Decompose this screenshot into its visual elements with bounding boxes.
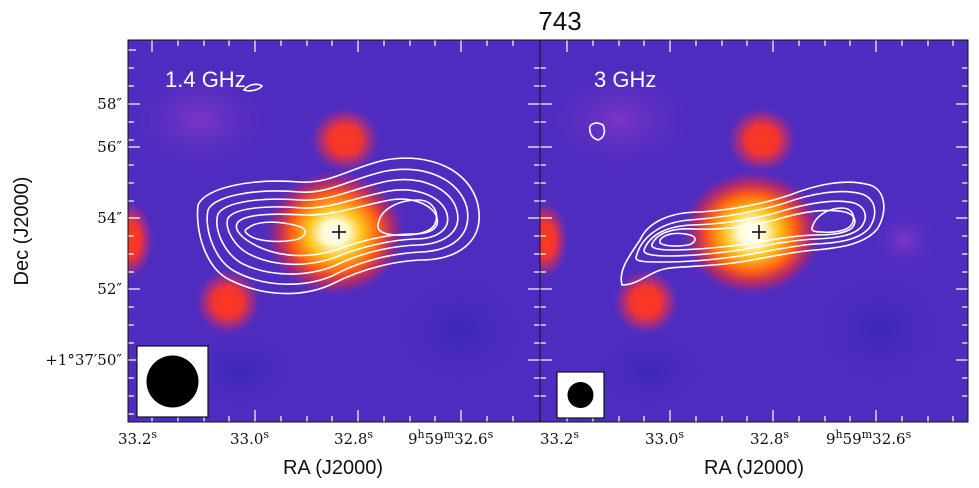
y-axis-label: Dec (J2000): [11, 177, 33, 286]
y-tick-50: +1°37′50″: [45, 351, 122, 369]
x-tick-33-0: 33.0s: [230, 428, 269, 448]
emission-core-2: [680, 169, 824, 297]
panel1-ticks: [128, 40, 540, 422]
x-axis-label-1: RA (J2000): [283, 457, 383, 479]
y-tick-56: 56″: [97, 138, 122, 156]
radio-contours-3ghz: [588, 122, 885, 286]
x-tick2-33-0: 33.0s: [645, 428, 684, 448]
x-tick2-33-2: 33.2s: [540, 428, 579, 448]
x-tick-labels-2: 33.2s 33.0s 32.8s 9h59m32.6s: [540, 428, 912, 448]
optical-center-marker-2: [752, 225, 766, 239]
y-tick-52: 52″: [97, 280, 122, 298]
y-tick-58: 58″: [97, 95, 122, 113]
panel-3ghz: 3 GHz: [540, 40, 968, 422]
radio-contours-1-4ghz: [196, 83, 480, 295]
x-tick-32-8-value: 32.8: [334, 430, 367, 448]
beam-box-2: [556, 371, 605, 419]
panel2-ticks: [540, 40, 968, 422]
optical-center-marker-1: [332, 225, 346, 239]
panel1-band-label: 1.4 GHz: [165, 67, 246, 92]
beam-ellipse-1: [146, 355, 199, 408]
y-tick-labels: 58″ 56″ 54″ 52″ +1°37′50″: [45, 95, 122, 369]
panel-1-4ghz: 1.4 GHz: [128, 40, 540, 422]
x-tick-32-8: 32.8s: [334, 428, 373, 448]
panel2-band-label: 3 GHz: [594, 67, 656, 92]
x-tick-33-2-value: 33.2: [118, 430, 151, 448]
emission-blob-southwest: [194, 268, 262, 336]
x-tick2-33-0-value: 33.0: [645, 430, 678, 448]
x-axis-label-2: RA (J2000): [704, 457, 804, 479]
x-tick-32-6-value: 32.6: [454, 430, 487, 448]
x-tick-labels-1: 33.2s 33.0s 32.8s 9h59m32.6s: [118, 428, 494, 448]
x-tick2-32-6-value: 32.6: [872, 430, 905, 448]
beam-ellipse-2: [567, 382, 594, 408]
emission-blob-north-2: [726, 106, 798, 174]
emission-blob-north: [309, 106, 381, 174]
x-tick2-33-2-value: 33.2: [540, 430, 573, 448]
y-tick-54: 54″: [97, 209, 122, 227]
emission-blob-left-edge-2: [540, 200, 569, 280]
panel2-frame: [539, 39, 969, 423]
x-tick2-32-8-value: 32.8: [750, 430, 783, 448]
x-tick2-32-8: 32.8s: [750, 428, 789, 448]
x-tick-33-2: 33.2s: [118, 428, 157, 448]
x-tick-33-0-value: 33.0: [230, 430, 263, 448]
figure-title: 743: [538, 6, 581, 36]
x-tick-32-6: 9h59m32.6s: [408, 428, 494, 448]
emission-blob-left-edge: [128, 200, 154, 280]
emission-blob-southwest-2: [612, 268, 680, 336]
x-tick2-32-6: 9h59m32.6s: [826, 428, 912, 448]
